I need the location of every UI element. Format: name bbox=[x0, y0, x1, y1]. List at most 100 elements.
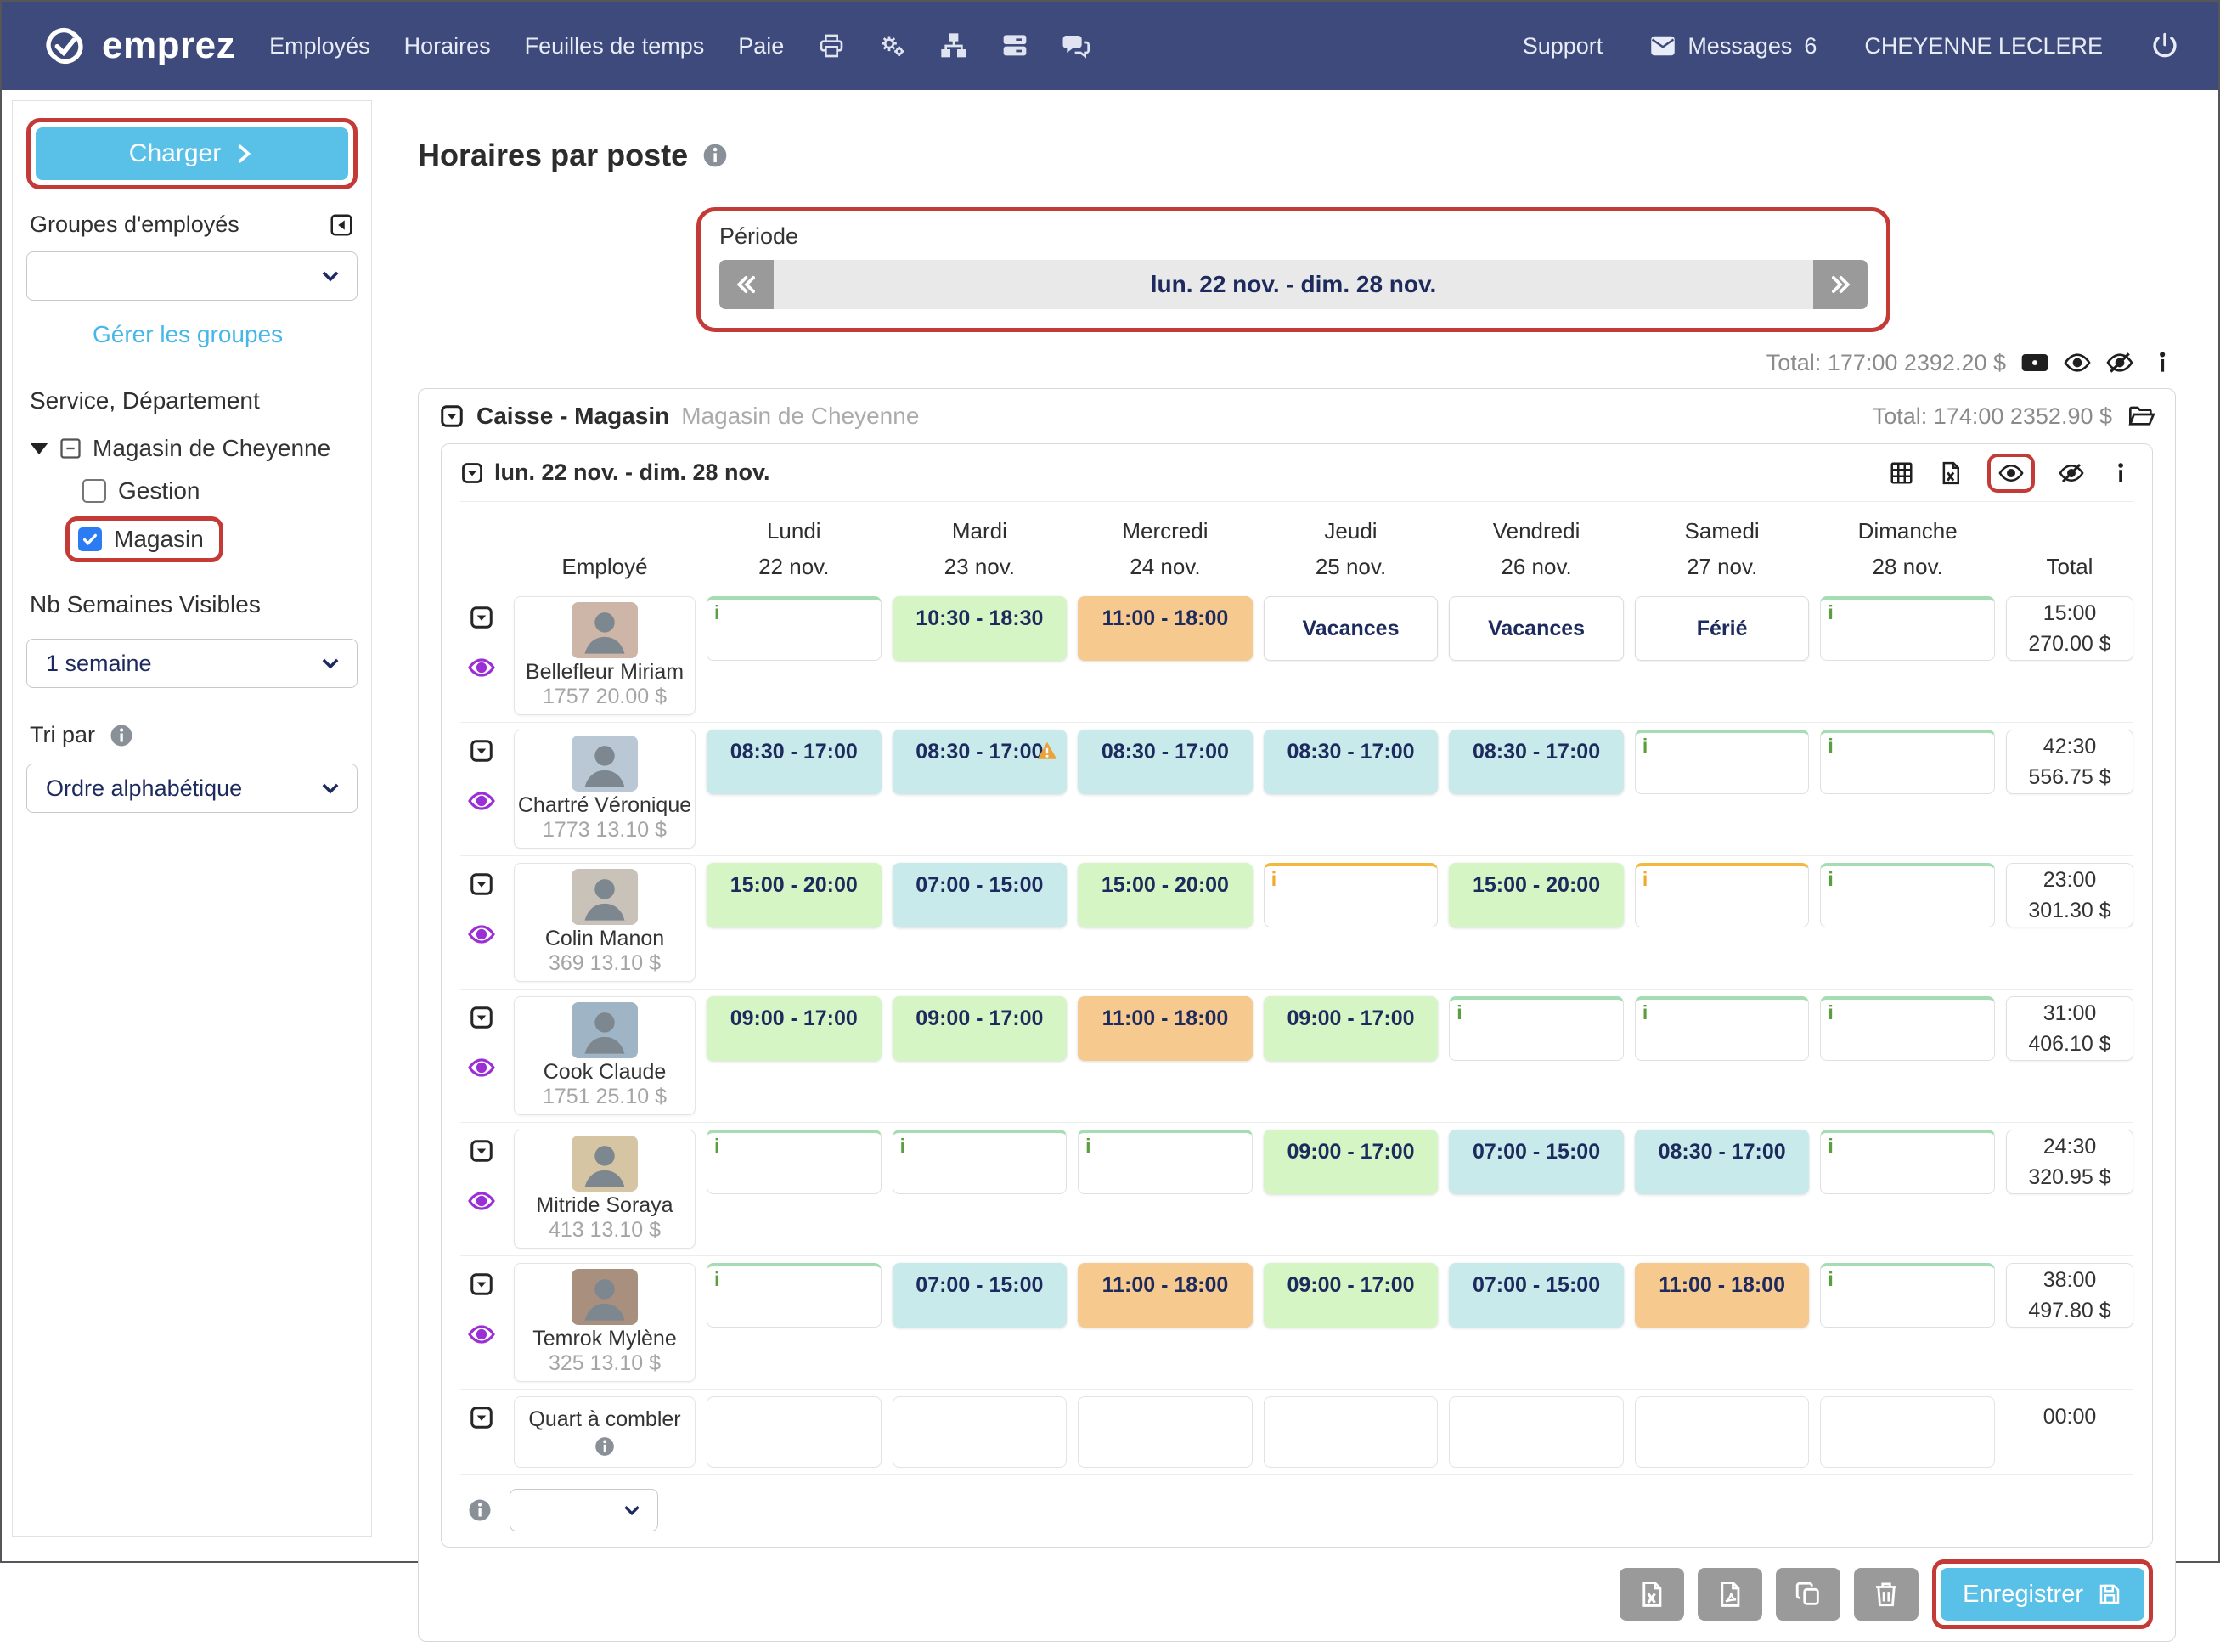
gestion-checkbox[interactable] bbox=[82, 479, 106, 503]
open-shift-cell[interactable]: i bbox=[1820, 996, 1995, 1062]
absence-cell[interactable]: Vacances bbox=[1263, 596, 1439, 662]
add-employee-select[interactable] bbox=[510, 1489, 658, 1532]
open-shift-cell[interactable]: i bbox=[707, 1130, 882, 1195]
caret-square-down-icon[interactable] bbox=[460, 461, 484, 485]
shift-cell[interactable]: 07:00 - 15:00 bbox=[892, 863, 1068, 928]
absence-cell[interactable]: Vacances bbox=[1449, 596, 1624, 662]
empty-cell[interactable] bbox=[1634, 1396, 1810, 1469]
employee-card[interactable]: Colin Manon 369 13.10 $ bbox=[514, 863, 696, 983]
empty-cell[interactable] bbox=[707, 1396, 882, 1469]
eye-icon[interactable] bbox=[1998, 460, 2024, 486]
empty-cell[interactable] bbox=[1263, 1396, 1439, 1469]
open-shift-cell[interactable]: i bbox=[1820, 863, 1995, 928]
info-icon[interactable] bbox=[2108, 460, 2133, 486]
open-shift-cell[interactable]: i bbox=[1634, 730, 1810, 795]
employee-card[interactable]: Temrok Mylène 325 13.10 $ bbox=[514, 1263, 696, 1383]
shift-cell[interactable]: 08:30 - 17:00 bbox=[1449, 730, 1624, 795]
shift-cell[interactable]: 15:00 - 20:00 bbox=[1449, 863, 1624, 928]
shift-cell[interactable]: 15:00 - 20:00 bbox=[707, 863, 882, 928]
money-bill-icon[interactable] bbox=[2021, 349, 2048, 376]
eye-slash-icon[interactable] bbox=[2106, 349, 2133, 376]
period-range[interactable]: lun. 22 nov. - dim. 28 nov. bbox=[774, 260, 1813, 309]
delete-button[interactable] bbox=[1854, 1568, 1919, 1621]
info-icon[interactable] bbox=[467, 1497, 493, 1523]
logout-power-icon[interactable] bbox=[2150, 31, 2179, 60]
manage-groups-link[interactable]: Gérer les groupes bbox=[93, 321, 284, 347]
shift-cell[interactable]: 07:00 - 15:00 bbox=[1449, 1263, 1624, 1328]
print-icon[interactable] bbox=[818, 32, 845, 59]
magasin-label[interactable]: Magasin bbox=[114, 526, 204, 552]
empty-cell[interactable] bbox=[892, 1396, 1068, 1469]
sort-select[interactable]: Ordre alphabétique bbox=[26, 764, 358, 813]
shift-cell[interactable]: 09:00 - 17:00 bbox=[892, 996, 1068, 1062]
comments-icon[interactable] bbox=[1062, 32, 1090, 59]
table-grid-icon[interactable] bbox=[1889, 460, 1914, 486]
copy-week-button[interactable] bbox=[1776, 1568, 1841, 1621]
visibility-eye-icon[interactable] bbox=[468, 787, 495, 815]
period-prev-button[interactable] bbox=[719, 260, 774, 309]
employee-card[interactable]: Bellefleur Miriam 1757 20.00 $ bbox=[514, 596, 696, 716]
brand-logo[interactable]: emprez bbox=[41, 22, 235, 70]
server-icon[interactable] bbox=[1001, 32, 1028, 59]
shift-cell[interactable]: 11:00 - 18:00 bbox=[1078, 996, 1253, 1062]
caret-square-down-icon[interactable] bbox=[469, 738, 494, 764]
tree-minus-square-icon[interactable] bbox=[59, 437, 82, 460]
employee-card[interactable]: Chartré Véronique 1773 13.10 $ bbox=[514, 730, 696, 849]
caret-square-down-icon[interactable] bbox=[469, 605, 494, 630]
employee-card[interactable]: Cook Claude 1751 25.10 $ bbox=[514, 996, 696, 1116]
open-shift-cell[interactable]: i bbox=[892, 1130, 1068, 1195]
visibility-eye-icon[interactable] bbox=[468, 921, 495, 948]
gestion-label[interactable]: Gestion bbox=[118, 477, 200, 504]
empty-cell[interactable] bbox=[1449, 1396, 1624, 1469]
open-shift-cell[interactable]: i bbox=[707, 596, 882, 662]
open-shift-cell[interactable]: i bbox=[1820, 1130, 1995, 1195]
visibility-eye-icon[interactable] bbox=[468, 1054, 495, 1081]
folder-open-icon[interactable] bbox=[2127, 403, 2155, 430]
caret-square-down-icon[interactable] bbox=[469, 871, 494, 897]
info-icon[interactable] bbox=[701, 142, 729, 169]
caret-square-down-icon[interactable] bbox=[469, 1005, 494, 1030]
shift-cell[interactable]: 08:30 - 17:00 bbox=[707, 730, 882, 795]
collapse-panel-icon[interactable] bbox=[329, 212, 354, 238]
nav-support[interactable]: Support bbox=[1522, 32, 1603, 59]
shift-cell[interactable]: 08:30 - 17:00 bbox=[1634, 1130, 1810, 1195]
period-next-button[interactable] bbox=[1813, 260, 1868, 309]
tree-root-label[interactable]: Magasin de Cheyenne bbox=[93, 435, 331, 461]
shift-cell[interactable]: 09:00 - 17:00 bbox=[1263, 996, 1439, 1062]
save-button[interactable]: Enregistrer bbox=[1941, 1568, 2144, 1621]
visibility-eye-icon[interactable] bbox=[468, 1321, 495, 1348]
groups-select[interactable] bbox=[26, 251, 358, 301]
magasin-checkbox[interactable] bbox=[78, 527, 102, 551]
shift-cell[interactable]: 10:30 - 18:30 bbox=[892, 596, 1068, 662]
nav-horaires[interactable]: Horaires bbox=[403, 32, 491, 59]
nav-employes[interactable]: Employés bbox=[269, 32, 370, 59]
shift-cell[interactable]: 07:00 - 15:00 bbox=[1449, 1130, 1624, 1195]
nav-feuilles-de-temps[interactable]: Feuilles de temps bbox=[524, 32, 705, 59]
fill-shift-card[interactable]: Quart à combler bbox=[514, 1396, 696, 1469]
open-shift-cell[interactable]: i bbox=[1078, 1130, 1253, 1195]
shift-cell[interactable]: 09:00 - 17:00 bbox=[707, 996, 882, 1062]
charger-button[interactable]: Charger bbox=[36, 127, 348, 180]
shift-cell[interactable]: 11:00 - 18:00 bbox=[1078, 596, 1253, 662]
sitemap-icon[interactable] bbox=[940, 32, 967, 59]
empty-cell[interactable] bbox=[1078, 1396, 1253, 1469]
open-shift-cell[interactable]: i bbox=[1263, 863, 1439, 928]
open-shift-cell[interactable]: i bbox=[1820, 730, 1995, 795]
nav-messages[interactable]: Messages 6 bbox=[1650, 33, 1817, 59]
shift-cell[interactable]: 09:00 - 17:00 bbox=[1263, 1130, 1439, 1195]
export-excel-button[interactable] bbox=[1620, 1568, 1685, 1621]
warning-icon[interactable] bbox=[1036, 740, 1058, 762]
caret-square-down-icon[interactable] bbox=[469, 1405, 494, 1430]
open-shift-cell[interactable]: i bbox=[1820, 1263, 1995, 1328]
shift-cell[interactable]: 07:00 - 15:00 bbox=[892, 1263, 1068, 1328]
shift-cell[interactable]: 09:00 - 17:00 bbox=[1263, 1263, 1439, 1328]
caret-square-down-icon[interactable] bbox=[469, 1271, 494, 1297]
info-icon[interactable] bbox=[2149, 349, 2176, 376]
shift-cell[interactable]: 08:30 - 17:00 bbox=[892, 730, 1068, 795]
caret-square-down-icon[interactable] bbox=[439, 403, 465, 429]
export-pdf-button[interactable] bbox=[1698, 1568, 1763, 1621]
excel-export-icon[interactable] bbox=[1938, 460, 1964, 486]
open-shift-cell[interactable]: i bbox=[707, 1263, 882, 1328]
open-shift-cell[interactable]: i bbox=[1634, 996, 1810, 1062]
nav-user-name[interactable]: CHEYENNE LECLERE bbox=[1864, 32, 2103, 59]
